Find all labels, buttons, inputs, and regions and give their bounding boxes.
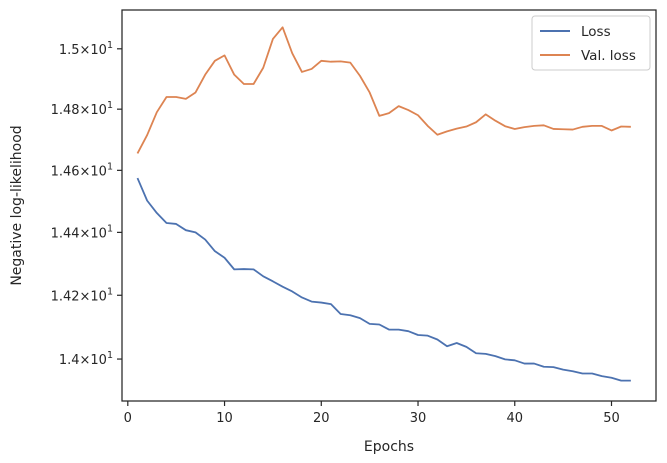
x-axis-label: Epochs [364,439,414,455]
y-axis-label: Negative log-likelihood [9,125,25,285]
y-tick-label: 1.48×101 [51,100,113,118]
x-tick-label: 0 [124,411,132,426]
x-axis-ticks: 0 10 20 30 40 50 [124,401,620,426]
loss-series-line [136,177,631,382]
y-tick-label: 1.44×101 [51,223,113,241]
x-tick-label: 30 [410,411,427,426]
y-tick-label: 1.46×101 [51,161,113,179]
legend: Loss Val. loss [531,15,651,71]
y-axis-ticks: 1.4×101 1.42×101 1.44×101 1.46×101 1.48×101 1… [51,40,122,368]
x-tick-label: 10 [216,411,233,426]
legend-label-val-loss: Val. loss [581,48,636,64]
val-loss-series-line [136,26,631,154]
y-tick-label: 1.4×101 [59,350,113,368]
legend-label-loss: Loss [581,24,611,40]
y-tick-label: 1.5×101 [59,40,113,58]
x-tick-label: 50 [603,411,620,426]
x-tick-label: 20 [313,411,330,426]
series-layer [136,26,631,382]
legend-box [531,15,651,71]
x-tick-label: 40 [506,411,523,426]
y-tick-label: 1.42×101 [51,286,113,304]
plot-frame [121,9,657,402]
